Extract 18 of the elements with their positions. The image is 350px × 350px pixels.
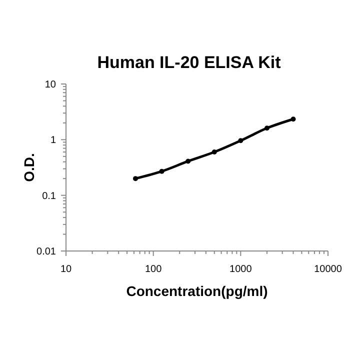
y-tick-label: 0.01 [36,246,56,258]
x-tick-label: 10 [60,264,72,275]
y-tick-label: 1 [50,135,56,146]
y-tick-label: 10 [44,80,56,90]
point [159,168,164,174]
y-axis-title: O.D. [21,153,37,182]
point [133,176,138,182]
point [290,116,296,122]
point [212,150,217,155]
x-axis-title: Concentration(pg/ml) [126,283,268,299]
point [264,126,270,131]
chart-title: Human IL-20 ELISA Kit [97,53,282,72]
x-tick-label: 1000 [230,264,252,275]
x-tick-label: 100 [144,264,162,275]
point [186,158,191,164]
y-tick-label: 0.1 [42,190,56,202]
x-tick-label: 10000 [314,264,342,275]
point [238,138,244,144]
